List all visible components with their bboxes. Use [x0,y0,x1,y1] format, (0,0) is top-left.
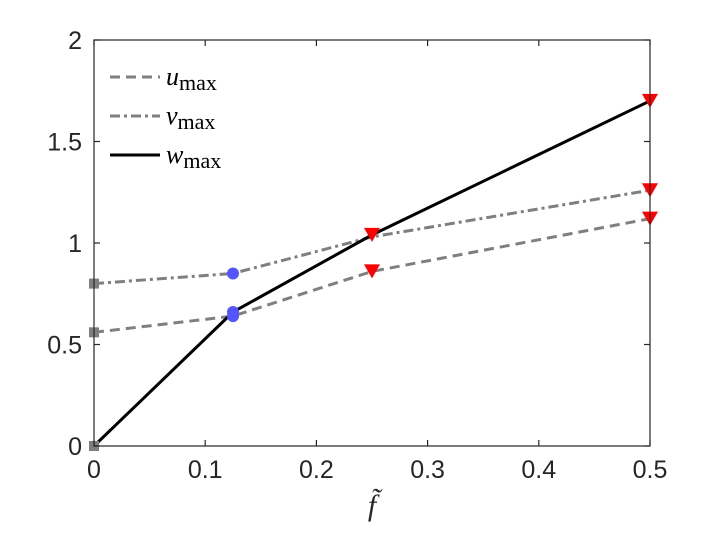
x-tick-label: 0.3 [410,456,445,484]
tick-label-layer: 0 0.1 0.2 0.3 0.4 0.5 0 0.5 1 1.5 2 [47,27,667,484]
y-tick-label: 0.5 [47,332,82,360]
series-line-w [92,99,651,448]
x-tick-label: 0.2 [299,456,334,484]
series-line-v [93,188,651,286]
x-tick-label: 0.4 [521,456,556,484]
legend: umax vmax wmax [110,62,221,173]
triangle-down-marker [364,264,380,279]
x-tick-label: 0.1 [188,456,223,484]
x-tick-label: 0.5 [633,456,668,484]
x-tick-label: 0 [87,456,101,484]
y-tick-label: 1.5 [47,129,82,157]
legend-label-w: wmax [166,140,221,173]
series-layer [92,99,651,448]
legend-label-u: umax [166,62,217,95]
legend-label-v: vmax [166,101,215,134]
circle-marker [227,267,239,280]
y-tick-label: 0 [68,433,82,461]
y-tick-label: 1 [68,230,82,258]
series-line-u [93,217,651,334]
tick-layer [93,39,651,447]
y-tick-label: 2 [68,27,82,55]
circle-marker [227,310,239,323]
triangle-down-marker [364,227,380,242]
